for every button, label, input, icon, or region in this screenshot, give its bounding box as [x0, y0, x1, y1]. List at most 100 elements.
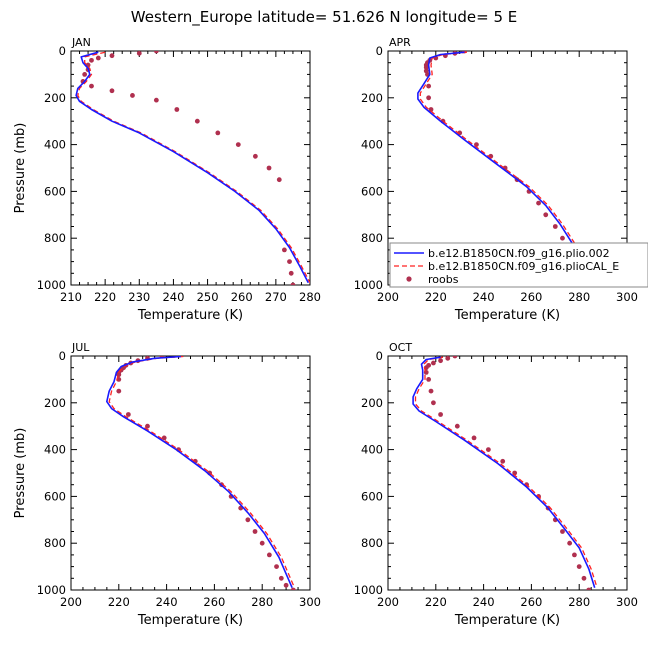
x-tick-label: 280	[568, 290, 590, 304]
plot-area	[75, 51, 310, 285]
y-axis-label: Pressure (mb)	[13, 428, 28, 519]
roobs-point	[136, 51, 142, 56]
x-tick-label: 260	[520, 290, 542, 304]
roobs-point	[431, 400, 436, 406]
y-tick-label: 200	[361, 396, 383, 410]
y-tick-label: 1000	[354, 583, 383, 597]
roobs-point	[125, 412, 131, 417]
x-tick-label: 200	[377, 595, 399, 609]
y-tick-label: 200	[44, 396, 66, 410]
x-tick-label: 230	[128, 290, 150, 304]
roobs-point	[145, 423, 150, 429]
y-tick-label: 1000	[354, 278, 383, 292]
x-tick-label: 220	[425, 595, 447, 609]
legend-entry-label: b.e12.B1850CN.f09_g16.plioCAL_E	[428, 260, 619, 273]
legend: b.e12.B1850CN.f09_g16.plio.002b.e12.B185…	[389, 242, 648, 288]
x-tick-label: 270	[265, 290, 287, 304]
roobs-point	[426, 95, 432, 101]
x-tick-label: 260	[203, 595, 225, 609]
roobs-point	[586, 587, 592, 590]
series-line-pliocal-e	[108, 356, 296, 588]
roobs-point	[288, 270, 294, 276]
y-tick-label: 400	[44, 443, 66, 457]
y-tick-label: 600	[361, 489, 383, 503]
panel-title: OCT	[389, 341, 412, 354]
roobs-point	[266, 165, 272, 171]
panel-jul: JUL 200 220 240 260 280 300 0 200 400 600 800 1000 Te…	[13, 341, 321, 628]
x-tick-label: 280	[251, 595, 273, 609]
roobs-point	[471, 435, 477, 441]
x-tick-label: 280	[568, 595, 590, 609]
figure-title: Western_Europe latitude= 51.626 N longit…	[131, 8, 517, 27]
x-tick-label: 240	[473, 595, 495, 609]
series-line-plio-002	[106, 356, 293, 589]
roobs-point	[82, 72, 88, 77]
legend-dot-symbol	[406, 276, 412, 282]
x-tick-label: 300	[299, 595, 321, 609]
series-line-plio-002	[412, 356, 596, 588]
legend-entry-label: b.e12.B1850CN.f09_g16.plio.002	[428, 247, 610, 260]
x-axis-label: Temperature (K)	[137, 308, 243, 323]
roobs-point	[153, 97, 159, 103]
roobs-point	[287, 259, 292, 264]
series-line-plio-002	[417, 51, 592, 284]
y-tick-label: 200	[361, 91, 383, 105]
panel-title: APR	[389, 36, 411, 49]
x-tick-label: 300	[616, 290, 638, 304]
y-tick-label: 400	[44, 138, 66, 152]
y-tick-label: 400	[361, 443, 383, 457]
y-tick-label: 0	[59, 349, 66, 363]
series-line-plio-002	[75, 51, 310, 284]
series-line-pliocal-e	[419, 51, 595, 283]
x-tick-label: 240	[156, 595, 178, 609]
roobs-point	[109, 53, 115, 59]
roobs-point	[276, 177, 282, 183]
roobs-point	[423, 64, 429, 70]
y-tick-label: 800	[44, 231, 66, 245]
x-tick-label: 200	[60, 595, 82, 609]
roobs-point	[174, 107, 180, 112]
roobs-point	[235, 142, 241, 148]
roobs-point	[543, 212, 549, 218]
roobs-point	[252, 529, 258, 534]
roobs-point	[281, 247, 287, 253]
roobs-point	[274, 564, 279, 569]
x-tick-label: 240	[473, 290, 495, 304]
y-tick-label: 0	[376, 349, 383, 363]
roobs-point	[576, 564, 582, 569]
x-tick-label: 220	[108, 595, 130, 609]
roobs-point	[278, 575, 284, 581]
roobs-point	[572, 552, 577, 558]
roobs-point	[500, 458, 506, 464]
roobs-point	[290, 587, 296, 590]
roobs-point	[567, 540, 573, 546]
y-tick-label: 800	[44, 536, 66, 550]
x-tick-label: 260	[231, 290, 253, 304]
x-tick-label: 280	[299, 290, 321, 304]
roobs-point	[130, 93, 135, 98]
roobs-point	[428, 107, 434, 112]
x-tick-label: 240	[162, 290, 184, 304]
roobs-point	[290, 282, 296, 285]
roobs-point	[426, 83, 432, 89]
roobs-point	[485, 447, 491, 452]
plot-frame	[387, 355, 628, 591]
plot-frame	[70, 355, 311, 591]
x-axis-label: Temperature (K)	[137, 613, 243, 628]
y-tick-label: 400	[361, 138, 383, 152]
roobs-point	[445, 356, 451, 361]
roobs-point	[438, 412, 443, 417]
y-tick-label: 1000	[37, 278, 66, 292]
legend-entry-label: roobs	[428, 273, 459, 286]
x-axis-label: Temperature (K)	[454, 308, 560, 323]
y-tick-label: 0	[376, 44, 383, 58]
panel-jan: JAN 210 220 230 240 250 260 270 280 0 200 400 600 800…	[13, 36, 321, 323]
roobs-point	[109, 88, 115, 94]
legend-box	[389, 242, 648, 288]
roobs-point	[431, 360, 436, 366]
panel-oct: OCT 200 220 240 260 280 300 0 200 400 600 800 1000 Te…	[354, 341, 638, 628]
roobs-point	[215, 130, 221, 136]
x-tick-label: 220	[425, 290, 447, 304]
roobs-point	[245, 517, 251, 523]
roobs-point	[89, 57, 94, 63]
